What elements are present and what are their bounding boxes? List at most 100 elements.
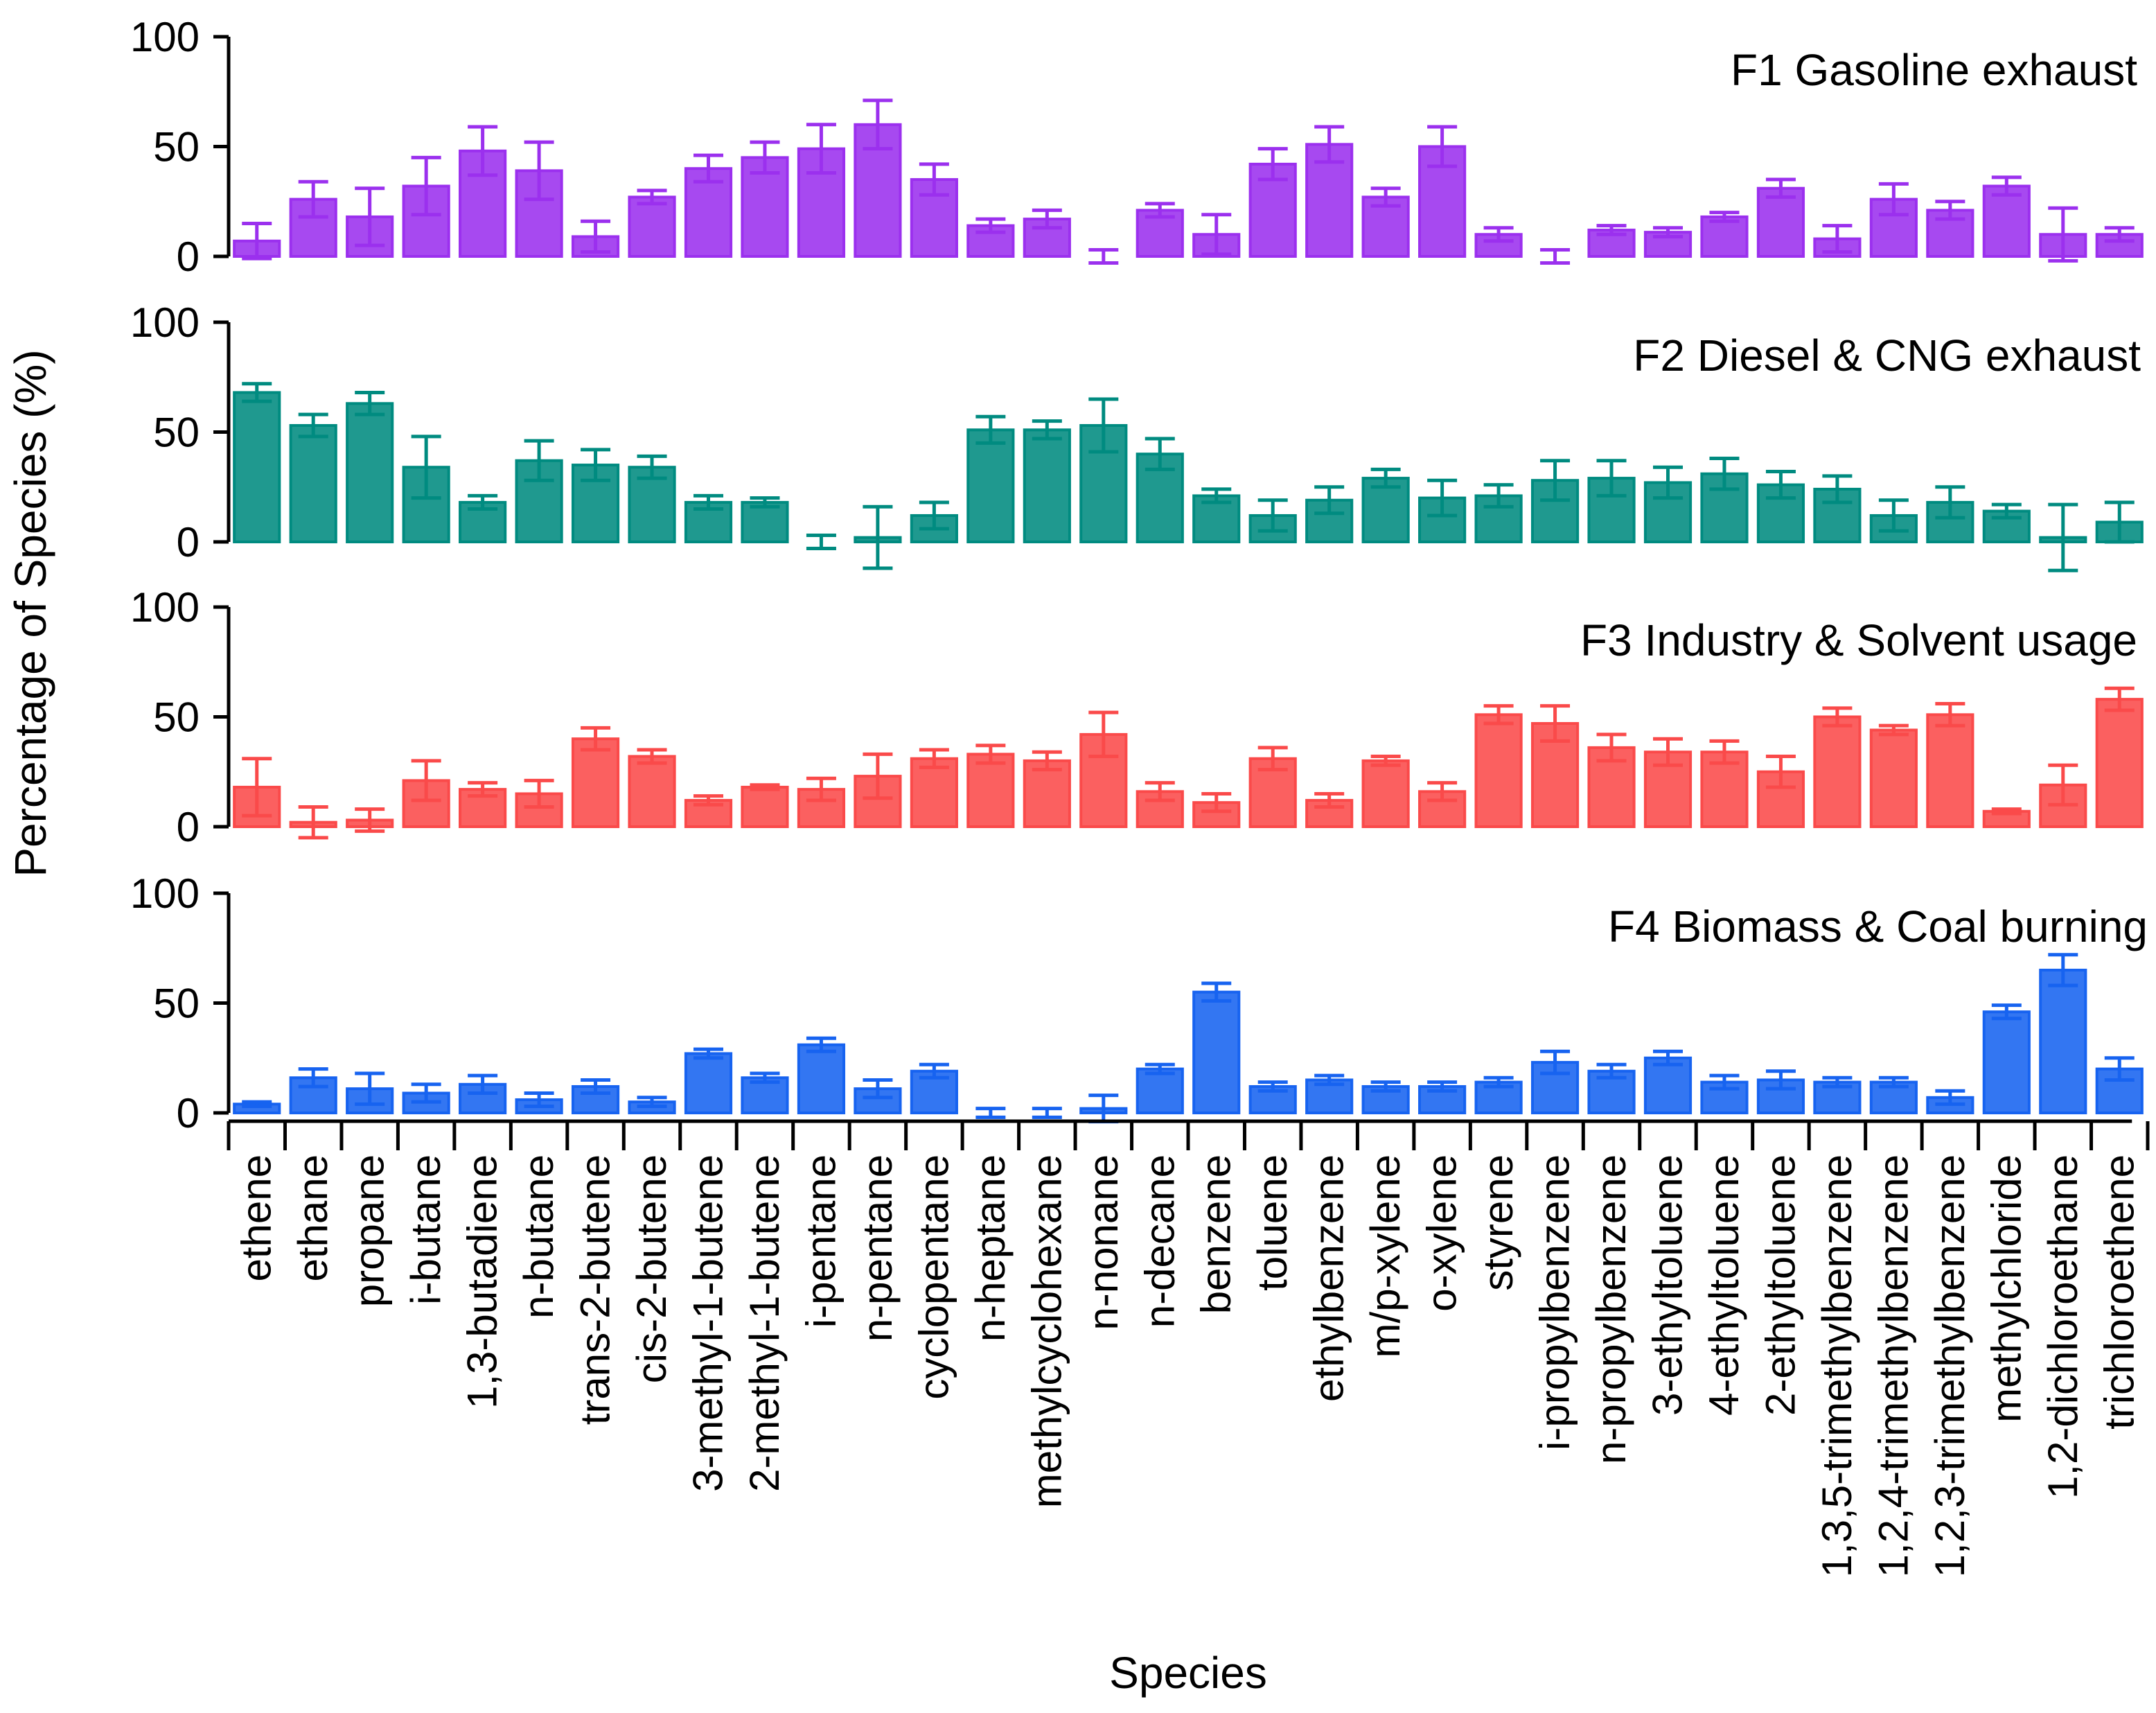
error-bar (1652, 1049, 1684, 1066)
error-bar (1483, 483, 1514, 509)
error-bar (637, 454, 667, 480)
error-bar (1596, 1062, 1627, 1080)
error-bar (411, 434, 441, 500)
error-bar (1257, 147, 1288, 182)
bar-4-methylchloride (1982, 1010, 2031, 1115)
x-tick-label: ethylbenzene (1306, 1154, 1352, 1402)
error-bar (1878, 1075, 1909, 1089)
error-bar (411, 155, 441, 217)
error-bar (693, 794, 724, 807)
error-bar (1709, 457, 1740, 491)
error-bar (1765, 1069, 1796, 1091)
error-bar (1540, 247, 1571, 265)
error-bar (919, 162, 949, 197)
bar-4-1,2-dichloroethane (2039, 968, 2087, 1114)
bar-1-2-ethyltoluene (1756, 186, 1805, 258)
error-bar (863, 504, 893, 570)
error-bar (2048, 206, 2078, 263)
bar-4-i-propylbenzene (1530, 1061, 1580, 1114)
error-bar (1145, 437, 1175, 471)
y-tick-label: 100 (130, 299, 200, 346)
y-tick-label: 100 (130, 14, 200, 60)
error-bar (355, 186, 385, 247)
y-tick-label: 0 (177, 519, 200, 565)
error-bar (1370, 1080, 1401, 1093)
error-bar (806, 776, 836, 802)
error-bar (1540, 704, 1571, 743)
bar-3-cyclopentane (910, 757, 958, 828)
error-bar (919, 500, 949, 531)
bar-1-cis-2-butene (628, 195, 676, 258)
y-axis-title: Percentage of Species (%) (6, 349, 55, 877)
error-bar (2104, 686, 2135, 712)
bar-3-trichloroethene (2095, 698, 2144, 829)
panel-title: F1 Gasoline exhaust (1731, 45, 2137, 95)
x-tick-label: n-decane (1136, 1154, 1183, 1328)
x-tick-label: n-propylbenzene (1588, 1154, 1634, 1464)
error-bar (468, 1073, 498, 1095)
error-bar (581, 448, 611, 482)
error-bar (1935, 200, 1965, 221)
bar-2-ethane (289, 423, 337, 543)
error-bar (1935, 485, 1965, 520)
error-bar (637, 748, 667, 765)
x-tick-label: 1,3-butadiene (459, 1154, 506, 1409)
x-tick-label: i-propylbenzene (1532, 1154, 1578, 1450)
panels: 0 50 100 F1 Gasoline exhaust 0 50 100 F2 Diesel… (130, 14, 2148, 1136)
error-bar (1032, 419, 1062, 441)
error-bar (975, 217, 1006, 234)
error-bar (1145, 781, 1175, 802)
error-bar (524, 778, 554, 809)
error-bar (1596, 459, 1627, 498)
x-tick-label: 4-ethyltoluene (1701, 1154, 1747, 1416)
error-bar (1032, 750, 1062, 772)
error-bar (524, 140, 554, 202)
error-bar (411, 1082, 441, 1104)
error-bar (1427, 125, 1458, 168)
error-bar (1709, 739, 1740, 765)
y-tick-label: 0 (177, 234, 200, 280)
error-bar (975, 1107, 1006, 1119)
error-bar (750, 783, 780, 791)
x-tick-label: cis-2-butene (628, 1154, 675, 1383)
error-bar (298, 805, 328, 840)
error-bar (1878, 182, 1909, 217)
error-bar (975, 414, 1006, 445)
error-bar (2104, 1056, 2135, 1082)
panel-4: 0 50 100 F4 Biomass & Coal burning (130, 870, 2148, 1136)
error-bar (1935, 701, 1965, 728)
error-bar (1032, 1107, 1062, 1119)
x-tick-label: i-butane (403, 1154, 449, 1305)
error-bar (1483, 226, 1514, 243)
error-bar (1652, 465, 1684, 500)
error-bar (1822, 224, 1853, 254)
error-bar (2104, 500, 2135, 544)
error-bar (1822, 706, 1853, 728)
bar-4-1,2,4-trimethylbenzene (1869, 1080, 1918, 1114)
y-tick-label: 50 (153, 124, 200, 170)
error-bar (581, 1078, 611, 1095)
error-bar (1991, 807, 2022, 816)
error-bar (1652, 226, 1684, 238)
error-bar (581, 726, 611, 752)
x-axis: ethene ethane propane i-butane 1,3-butadiene… (227, 1119, 2150, 1577)
error-bar (1427, 478, 1458, 518)
error-bar (1652, 737, 1684, 767)
x-tick-label: trans-2-butene (572, 1154, 619, 1425)
error-bar (1145, 202, 1175, 219)
x-tick-label: n-pentane (854, 1154, 901, 1342)
error-bar (298, 1067, 328, 1089)
bar-2-methylcyclohexane (1023, 428, 1071, 544)
bar-4-benzene (1192, 990, 1241, 1115)
error-bar (1201, 791, 1232, 814)
error-bar (975, 744, 1006, 765)
error-bar (1596, 224, 1627, 236)
y-tick-label: 50 (153, 410, 200, 456)
error-bar (1935, 1089, 1965, 1106)
error-bar (1822, 1075, 1853, 1089)
bar-2-n-nonane (1079, 423, 1128, 543)
error-bar (1088, 710, 1119, 759)
error-bar (355, 807, 385, 833)
error-bar (1201, 213, 1232, 256)
